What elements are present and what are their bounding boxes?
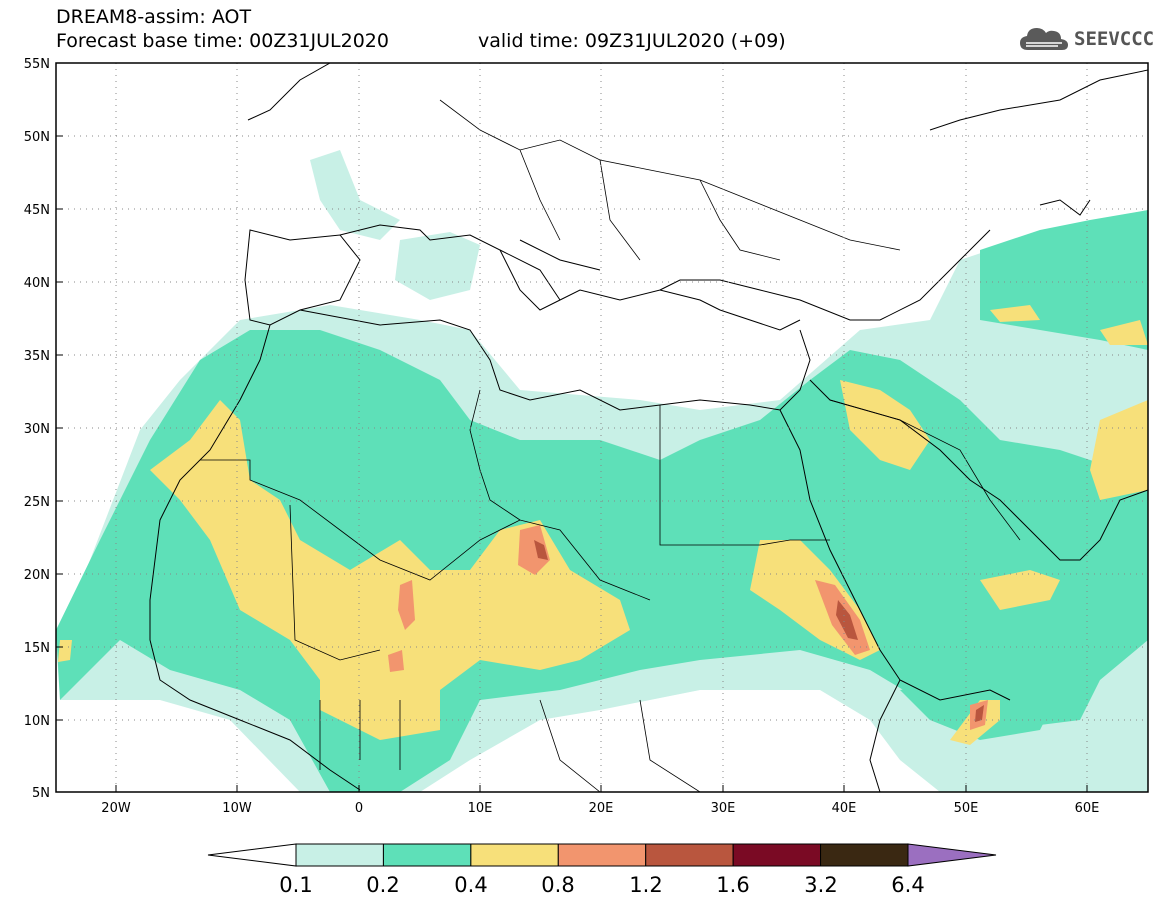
lon-label: 0 [355, 801, 363, 816]
lat-label: 30N [24, 422, 50, 437]
aot-field [56, 63, 1148, 792]
lon-label: 60E [1075, 801, 1100, 816]
colorbar-label: 3.2 [804, 873, 837, 897]
colorbar-swatch [295, 843, 384, 867]
lon-label: 20W [101, 801, 131, 816]
colorbar-label: 0.2 [366, 873, 399, 897]
colorbar-label: 1.2 [629, 873, 662, 897]
colorbar-swatch [382, 843, 472, 867]
lat-label: 25N [24, 495, 50, 510]
lon-label: 10E [468, 801, 493, 816]
lon-label: 10W [222, 801, 252, 816]
lat-label: 5N [32, 786, 50, 801]
colorbar-arrow-low [207, 843, 297, 867]
lon-label: 30E [711, 801, 736, 816]
aot-band-1.2 [534, 540, 984, 722]
colorbar-label: 1.6 [716, 873, 749, 897]
colorbar-label: 0.8 [541, 873, 574, 897]
lon-axis-labels: 20W 10W 0 10E 20E 30E 40E 50E 60E [101, 801, 1099, 816]
base-time-label: Forecast base time: 00Z31JUL2020 [56, 30, 389, 52]
map-title: DREAM8-assim: AOT [56, 6, 252, 28]
cloud-icon [1020, 28, 1068, 50]
lon-label: 40E [832, 801, 857, 816]
colorbar-label: 0.1 [279, 873, 312, 897]
lat-label: 40N [24, 276, 50, 291]
graticule [56, 63, 1148, 792]
colorbar-label: 0.4 [454, 873, 487, 897]
colorbar-labels: 0.1 0.2 0.4 0.8 1.2 1.6 3.2 6.4 [279, 873, 924, 897]
colorbar-swatch [732, 843, 822, 867]
colorbar-label: 6.4 [891, 873, 924, 897]
colorbar-swatch [820, 843, 909, 867]
lat-axis-labels: 55N 50N 45N 40N 35N 30N 25N 20N 15N 10N … [24, 57, 50, 801]
lon-label: 20E [589, 801, 614, 816]
lat-label: 50N [24, 130, 50, 145]
logo-text: SEEVCCC [1074, 28, 1155, 50]
lon-label: 50E [954, 801, 979, 816]
lat-label: 35N [24, 349, 50, 364]
axis-ticks [56, 135, 1088, 792]
aot-colorbar [207, 843, 997, 867]
valid-time-label: valid time: 09Z31JUL2020 (+09) [478, 30, 786, 52]
country-borders [200, 99, 1021, 792]
lat-label: 15N [24, 641, 50, 656]
colorbar-arrow-high [907, 843, 997, 867]
colorbar-swatch [557, 843, 647, 867]
coastlines [149, 63, 1148, 792]
colorbar-swatch [470, 843, 559, 867]
lat-label: 45N [24, 203, 50, 218]
lat-label: 55N [24, 57, 50, 72]
seevccc-logo: SEEVCCC [1018, 22, 1158, 56]
colorbar-swatch [645, 843, 734, 867]
lat-label: 20N [24, 568, 50, 583]
lat-label: 10N [24, 714, 50, 729]
